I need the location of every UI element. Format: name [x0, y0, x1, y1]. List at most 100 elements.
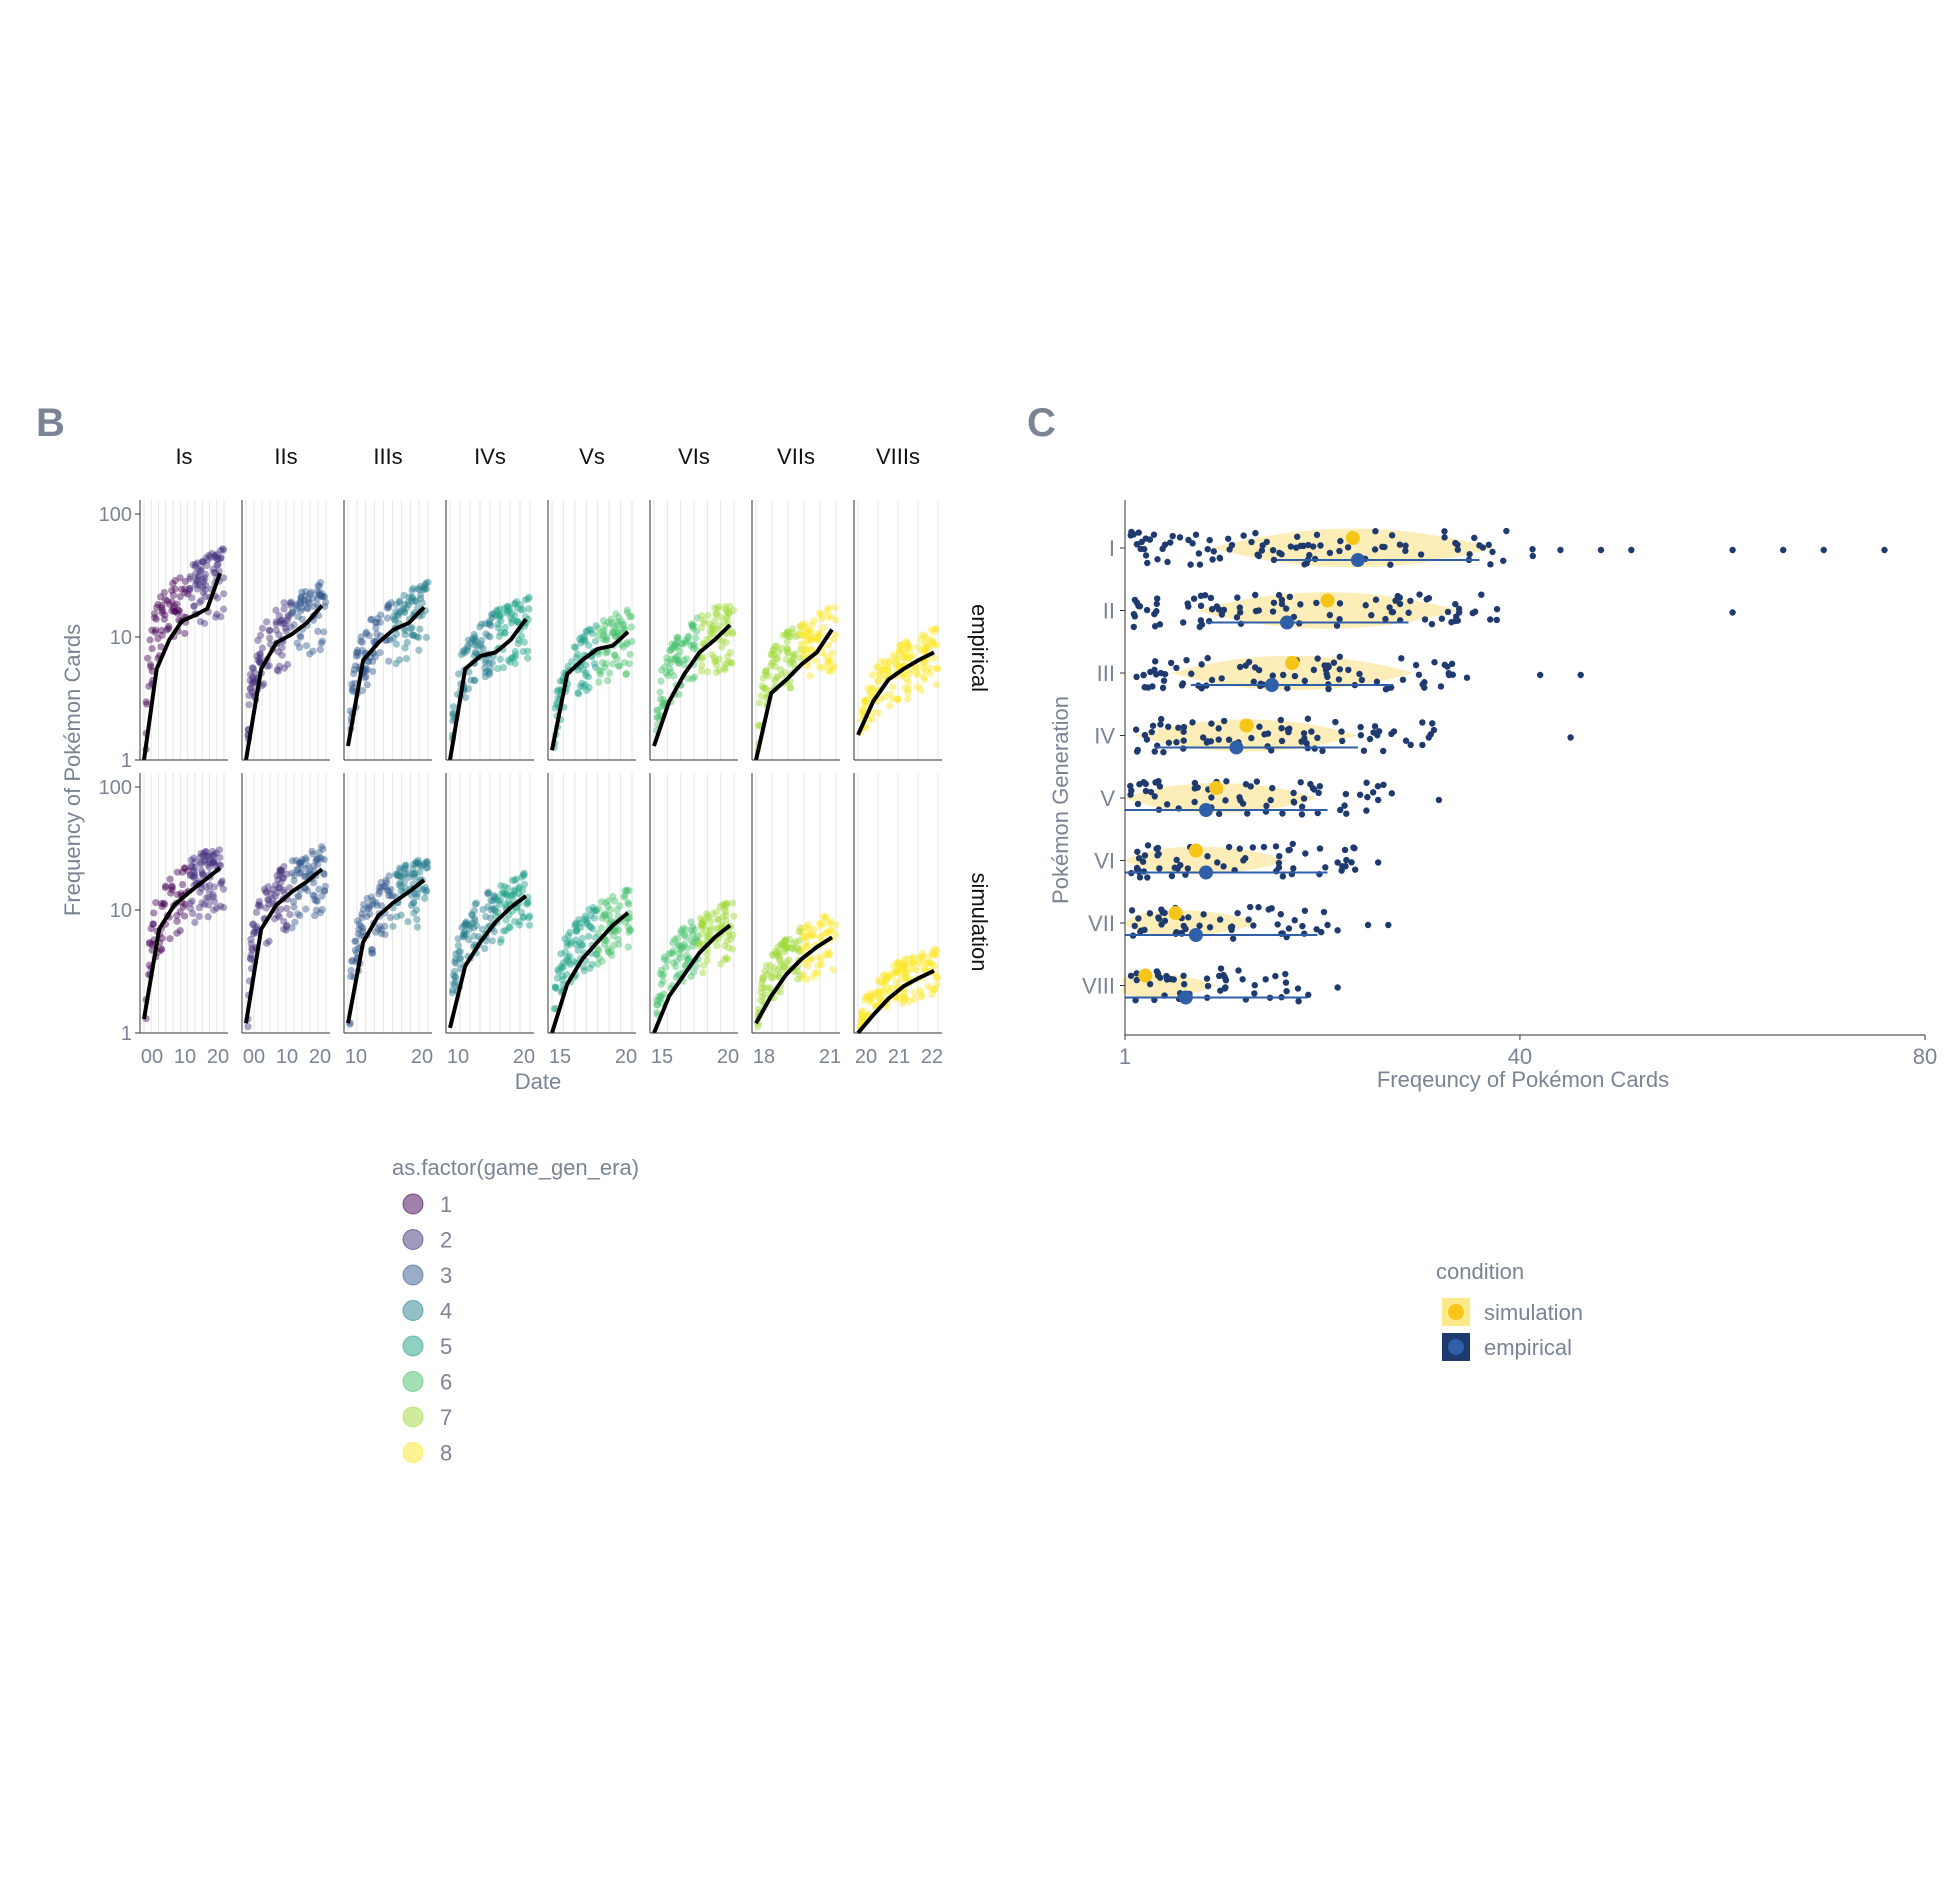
data-point [352, 937, 360, 945]
facet-panel [649, 500, 738, 761]
data-point [755, 722, 763, 730]
beeswarm-point [1159, 545, 1166, 553]
data-point [213, 904, 221, 912]
data-point [725, 609, 733, 617]
data-point [580, 915, 588, 923]
data-point [682, 639, 690, 647]
data-point [712, 657, 720, 665]
data-point [524, 898, 532, 906]
facet-panel [853, 500, 942, 761]
data-point [171, 585, 179, 593]
data-point [557, 950, 565, 958]
data-point [320, 593, 329, 601]
data-point [510, 887, 518, 896]
beeswarm-point [1382, 686, 1390, 693]
data-point [723, 955, 732, 963]
data-point [486, 664, 494, 673]
data-point [197, 849, 205, 858]
data-point [173, 911, 181, 920]
data-point [604, 618, 613, 627]
data-point [174, 609, 182, 617]
data-point [297, 593, 305, 601]
data-point [265, 662, 273, 670]
data-point [290, 877, 298, 885]
data-point [142, 698, 150, 706]
data-point [827, 918, 835, 926]
data-point [772, 971, 780, 979]
data-point [816, 629, 824, 637]
beeswarm-point [1195, 550, 1203, 557]
data-point [906, 643, 914, 651]
beeswarm-point [1198, 661, 1205, 668]
data-point [252, 929, 260, 937]
data-point [663, 957, 671, 965]
beeswarm-point [1303, 560, 1310, 567]
data-point [188, 863, 196, 871]
data-point [769, 646, 777, 654]
data-point [804, 962, 812, 970]
data-point [412, 597, 420, 605]
data-point [584, 641, 593, 649]
data-point [724, 658, 733, 667]
data-point [288, 608, 296, 616]
y-tick-label: 10 [110, 900, 132, 922]
beeswarm-point [1286, 725, 1293, 732]
data-point [761, 967, 769, 976]
data-point [262, 889, 270, 897]
outlier-point [1374, 859, 1382, 866]
data-point [396, 879, 405, 887]
data-point [802, 629, 810, 637]
beeswarm-point [1134, 800, 1142, 808]
data-point [821, 950, 829, 959]
beeswarm-point [1380, 747, 1387, 755]
data-point [180, 912, 189, 920]
trend-line [346, 878, 426, 1024]
data-point [296, 632, 304, 640]
data-point [722, 638, 730, 646]
data-point [188, 897, 196, 905]
data-point [579, 683, 587, 691]
data-point [392, 870, 400, 878]
beeswarm-point [1134, 848, 1141, 855]
data-point [681, 636, 689, 645]
data-point [797, 645, 805, 653]
data-point [283, 904, 291, 913]
data-point [601, 911, 609, 919]
data-point [160, 588, 168, 597]
data-point [827, 656, 835, 664]
data-point [691, 673, 699, 681]
data-point [472, 899, 481, 907]
data-point [279, 874, 287, 882]
data-point [464, 685, 473, 693]
data-point [280, 925, 288, 933]
data-point [798, 621, 806, 629]
data-point [362, 665, 370, 673]
beeswarm-point [1279, 873, 1287, 880]
data-point [290, 903, 298, 911]
data-point [803, 943, 811, 951]
data-point [798, 647, 807, 655]
beeswarm-point [1214, 859, 1221, 866]
data-point [825, 920, 833, 928]
data-point [179, 880, 187, 889]
beeswarm-point [1291, 672, 1299, 680]
data-point [470, 907, 478, 915]
data-point [815, 609, 824, 617]
data-point [695, 940, 703, 948]
beeswarm-point [1345, 666, 1352, 674]
data-point [488, 659, 496, 667]
data-point [452, 955, 460, 963]
data-point [763, 984, 771, 992]
data-point [575, 916, 583, 924]
data-point [793, 967, 801, 975]
category-label: VI [1094, 849, 1115, 874]
data-point [667, 655, 676, 663]
data-point [672, 973, 680, 982]
beeswarm-point [1396, 541, 1404, 548]
data-point [178, 868, 187, 876]
data-point [191, 918, 199, 927]
data-point [592, 950, 600, 958]
data-point [256, 650, 264, 659]
data-point [481, 668, 489, 676]
data-point [350, 666, 358, 674]
